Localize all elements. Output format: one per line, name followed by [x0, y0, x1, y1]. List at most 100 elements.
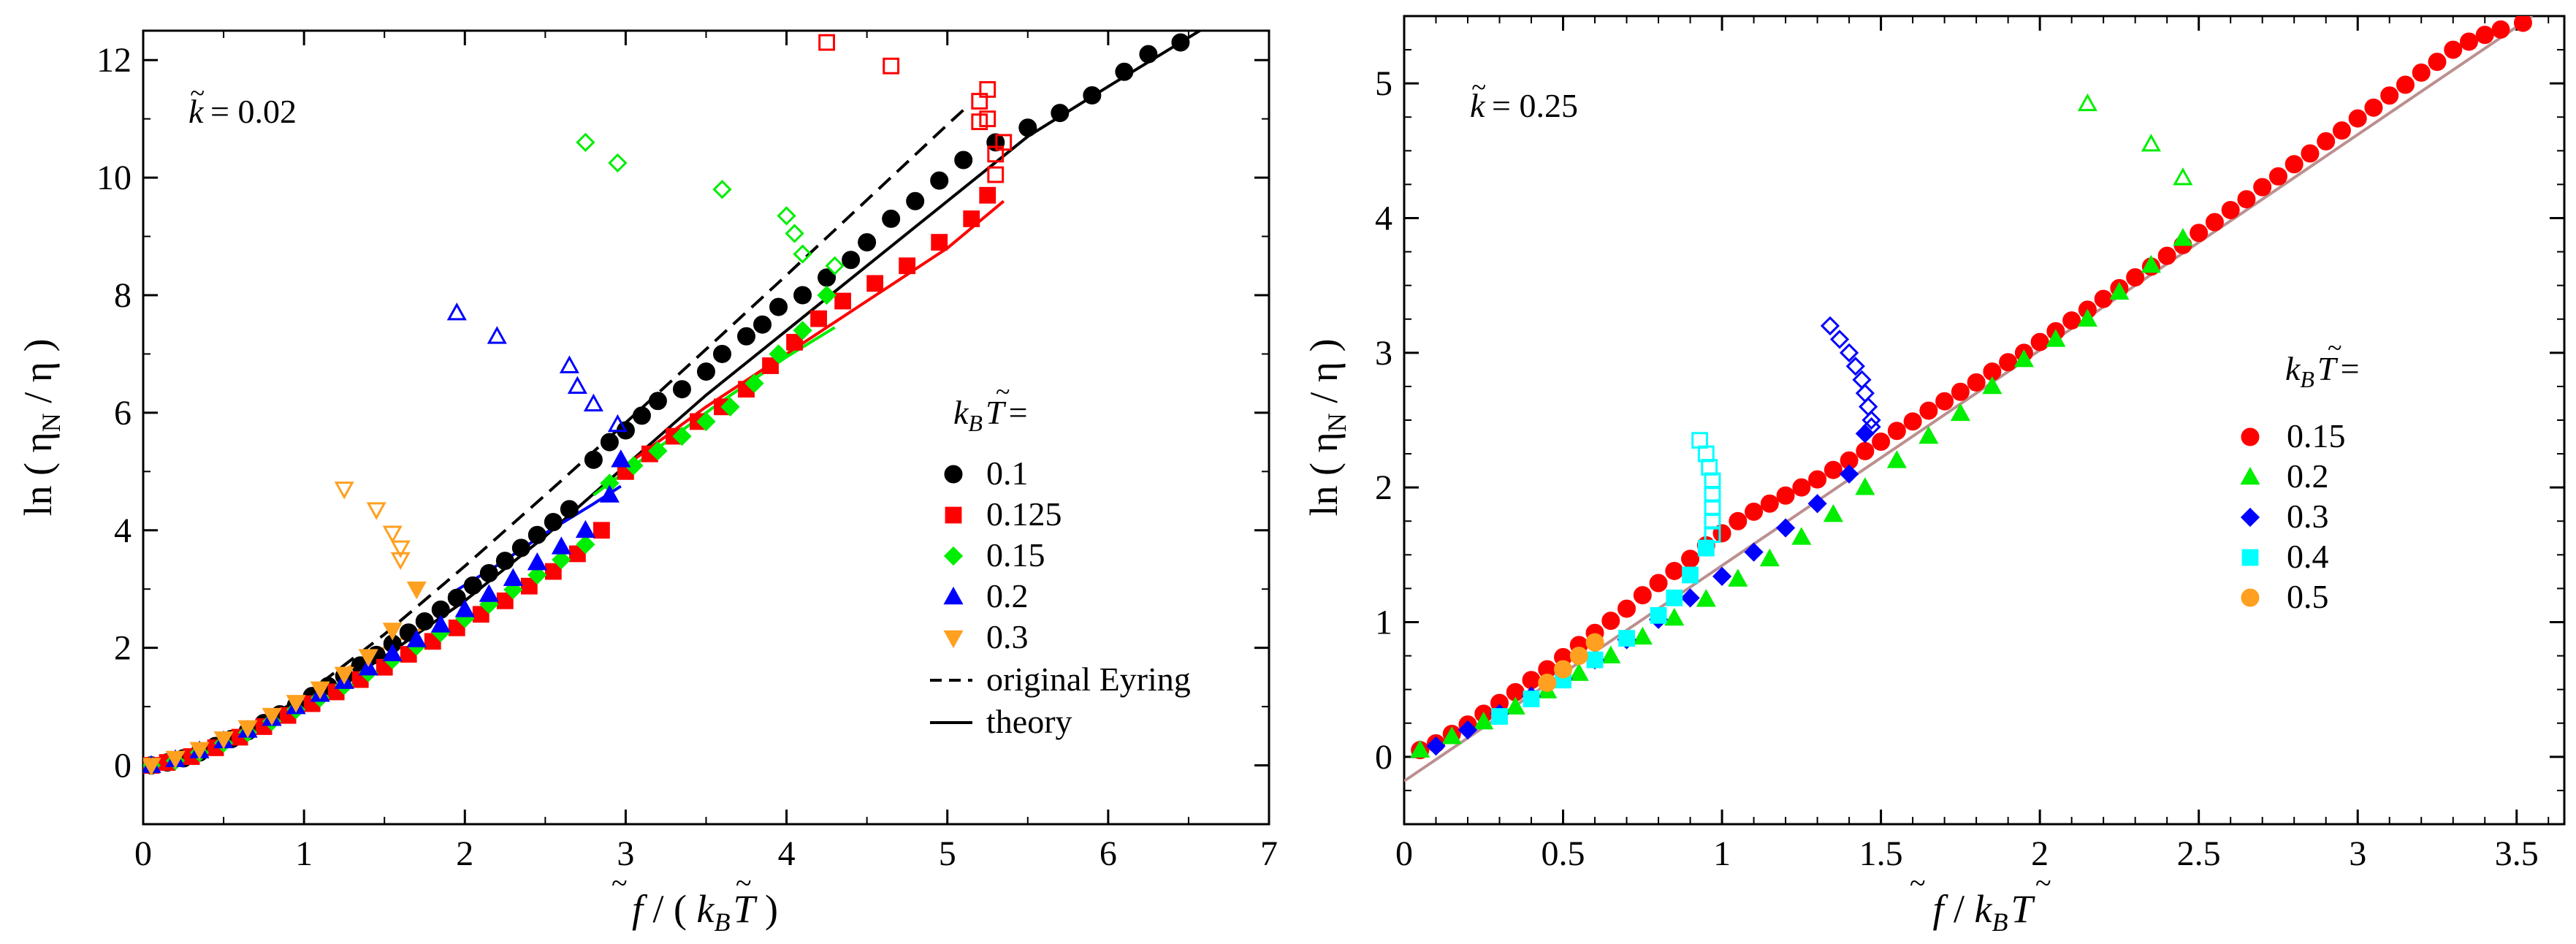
- point-0.125: [834, 292, 852, 310]
- point-0.3: [1807, 494, 1827, 514]
- point-0.3: [334, 666, 354, 685]
- x-tick-label: 0: [134, 834, 152, 873]
- point-0.1: [463, 576, 482, 595]
- point-0.15: [2412, 63, 2431, 82]
- point-0.2: [1505, 696, 1525, 715]
- y-tick-label: 5: [1375, 64, 1392, 103]
- x-tick-label: 2: [2031, 834, 2049, 873]
- point-0.2: [551, 536, 571, 555]
- point-0.15: [2348, 109, 2367, 128]
- point-0.15: [1967, 373, 1986, 392]
- legend-marker-0.3: [943, 630, 964, 649]
- point-unstable-0.3: [1859, 397, 1878, 416]
- x-axis-title: f / ( kBT ): [632, 887, 778, 937]
- point-0.15: [2126, 268, 2145, 287]
- point-0.2: [2109, 281, 2130, 300]
- point-0.15: [2190, 224, 2209, 243]
- point-unstable-0.4: [1701, 459, 1718, 476]
- point-0.15: [1729, 511, 1748, 530]
- point-0.125: [472, 606, 489, 623]
- point-0.3: [262, 707, 282, 726]
- x-axis-label: f / kBT~ ~: [1910, 867, 2051, 937]
- point-0.1: [672, 380, 691, 399]
- point-0.2: [1601, 645, 1621, 663]
- point-0.125: [810, 310, 827, 327]
- point-unstable-0.15: [777, 206, 796, 226]
- x-tick-label: 2: [456, 834, 473, 873]
- point-0.15: [1601, 612, 1620, 631]
- point-0.3: [1839, 464, 1859, 484]
- point-0.125: [593, 522, 610, 539]
- point-0.15: [1681, 549, 1700, 568]
- point-0.3: [406, 581, 427, 600]
- point-0.1: [527, 525, 546, 544]
- x-tick-label: 1: [1713, 834, 1731, 873]
- point-0.125: [866, 275, 884, 292]
- point-0.2: [1474, 711, 1494, 730]
- point-0.2: [382, 643, 403, 662]
- point-0.15: [2444, 40, 2463, 59]
- y-tick-label: 10: [96, 159, 132, 197]
- legend-label-0.1: 0.1: [986, 454, 1029, 492]
- point-0.15: [1776, 486, 1795, 505]
- point-0.3: [358, 649, 378, 667]
- y-tick-label: 0: [1375, 738, 1392, 777]
- point-0.15: [2332, 121, 2351, 140]
- x-axis-title: f / kBT: [1932, 887, 2035, 937]
- point-0.15: [2475, 26, 2494, 45]
- point-unstable-0.15: [793, 244, 812, 264]
- point-0.2: [479, 584, 499, 602]
- point-0.15: [1903, 412, 1922, 431]
- x-label-f-tilde: ~: [1910, 867, 1926, 899]
- y-tick-label: 8: [114, 276, 132, 315]
- point-unstable-0.125: [995, 134, 1013, 151]
- point-0.2: [1569, 663, 1589, 681]
- point-0.15: [1935, 392, 1954, 411]
- point-0.1: [713, 344, 732, 363]
- point-0.4: [1697, 539, 1715, 557]
- plot-area: [143, 31, 1203, 776]
- legend-marker-0.4: [2241, 549, 2259, 566]
- point-0.3: [286, 695, 306, 713]
- k-symbol-tilde: ~: [190, 77, 205, 107]
- point-0.15: [1760, 494, 1779, 513]
- point-0.15: [2364, 98, 2383, 117]
- y-tick-label: 4: [1375, 199, 1392, 238]
- point-0.2: [2141, 254, 2161, 273]
- legend-label-0.15: 0.15: [986, 536, 1045, 574]
- legend-label-theory: theory: [986, 703, 1072, 740]
- point-0.2: [1759, 548, 1780, 567]
- point-0.125: [899, 257, 916, 275]
- point-0.15: [2205, 213, 2224, 232]
- point-0.15: [2301, 144, 2320, 163]
- point-0.1: [793, 286, 812, 305]
- k-annotation: k~= 0.25: [1470, 72, 1578, 124]
- legend-marker-0.15: [943, 546, 964, 566]
- point-unstable-0.4: [1704, 472, 1721, 490]
- point-0.3: [237, 720, 258, 739]
- point-0.5: [1585, 633, 1604, 652]
- point-0.2: [1982, 376, 2003, 395]
- point-0.3: [189, 742, 210, 760]
- legend-label-0.4: 0.4: [2287, 538, 2329, 575]
- point-0.2: [1728, 568, 1748, 587]
- point-0.15: [2380, 86, 2399, 105]
- point-0.15: [1633, 586, 1652, 605]
- point-unstable-0.4: [1704, 499, 1721, 517]
- point-0.15: [1999, 353, 2018, 372]
- point-0.1: [769, 297, 788, 316]
- point-unstable-0.2: [583, 393, 603, 412]
- y-tick-label: 1: [1375, 604, 1392, 642]
- point-unstable-0.2: [2077, 93, 2097, 112]
- point-0.125: [448, 619, 465, 636]
- point-0.2: [1441, 726, 1462, 745]
- point-0.15: [2513, 16, 2532, 32]
- point-0.3: [382, 623, 403, 641]
- point-0.3: [213, 731, 234, 750]
- point-0.1: [648, 392, 667, 411]
- point-unstable-0.125: [818, 34, 836, 51]
- k-value: = 0.02: [210, 93, 297, 130]
- legend-label-0.2: 0.2: [986, 577, 1029, 614]
- x-tick-label: 4: [778, 834, 796, 873]
- point-0.2: [2077, 308, 2097, 327]
